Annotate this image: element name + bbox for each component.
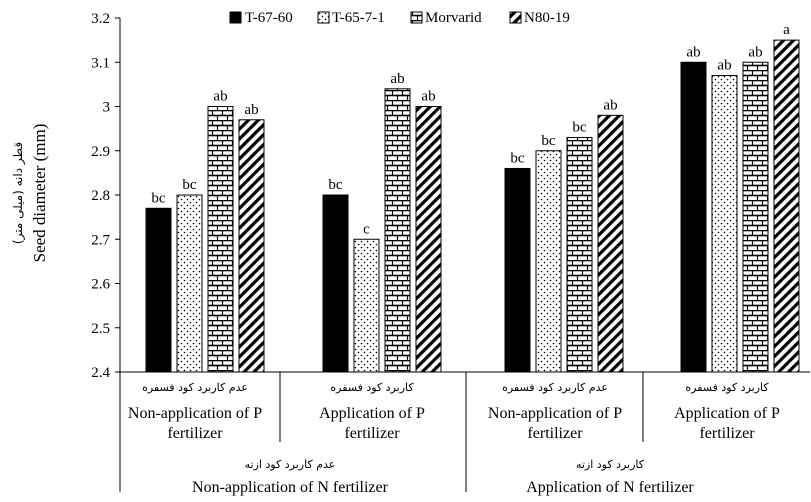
legend-item-t-65-7-1: T-65-7-1 (317, 10, 385, 26)
p-level-label: fertilizer (527, 425, 583, 442)
y-axis-title: Seed diameter (mm) (30, 124, 49, 263)
y-tick-label: 3.1 (91, 55, 110, 71)
bar-n80-19 (773, 39, 800, 373)
n-level-label-persian: عدم کاربرد کود ازته (245, 458, 336, 471)
legend-label: Morvarid (425, 10, 482, 26)
y-tick-label: 2.7 (91, 232, 110, 248)
y-tick-label: 2.9 (91, 144, 110, 160)
legend-swatch (317, 11, 330, 24)
n-level-label: Application of N fertilizer (526, 479, 694, 496)
legend-item-t-67-60: T-67-60 (229, 10, 293, 26)
p-level-label: fertilizer (699, 425, 755, 442)
p-level-label: Application of P (674, 405, 780, 422)
y-tick-label: 2.5 (91, 321, 110, 337)
bar-significance-label: bc (572, 119, 587, 135)
bar-n80-19 (238, 119, 265, 373)
bar-significance-label: ab (421, 89, 435, 105)
y-axis-title-persian: قطر دانه (میلی متر) (11, 142, 26, 244)
bar-t-65-7-1 (353, 238, 380, 373)
bar-t-67-60 (680, 61, 707, 373)
bar-n80-19 (415, 106, 442, 373)
bar-significance-label: ab (603, 97, 617, 113)
bar-t-65-7-1 (176, 194, 203, 373)
y-tick-label: 3 (103, 100, 111, 116)
bar-significance-label: bc (328, 177, 343, 193)
bar-significance-label: a (783, 22, 790, 38)
y-tick-label: 2.8 (91, 188, 110, 204)
p-level-label: Application of P (319, 405, 425, 422)
bar-significance-label: ab (717, 58, 731, 74)
p-level-label-persian: کاربرد کود فسفره (685, 381, 769, 394)
bar-morvarid (742, 61, 769, 373)
p-level-label-persian: کاربرد کود فسفره (330, 381, 414, 394)
p-level-label-persian: عدم کاربرد کود فسفره (502, 381, 608, 394)
bar-significance-label: c (363, 221, 370, 237)
bar-morvarid (207, 106, 234, 373)
bar-morvarid (384, 88, 411, 373)
bar-t-67-60 (322, 194, 349, 373)
bar-significance-label: ab (686, 44, 700, 60)
bar-t-65-7-1 (535, 150, 562, 373)
y-tick-label: 2.4 (91, 365, 110, 381)
p-level-label: Non-application of P (128, 405, 262, 422)
bar-t-67-60 (145, 207, 172, 373)
bar-significance-label: bc (541, 133, 556, 149)
bar-significance-label: ab (390, 71, 404, 87)
p-level-label: fertilizer (167, 425, 223, 442)
bar-t-67-60 (504, 167, 531, 373)
legend-swatch (509, 11, 522, 24)
y-tick-label: 2.6 (91, 277, 110, 293)
y-axis-ticks: 2.4 2.5 2.6 2.7 2.8 2.9 3 3.1 3.2 (91, 11, 120, 381)
bar-significance-label: ab (748, 44, 762, 60)
legend: T-67-60 T-65-7-1 Morvarid N80-19 (229, 10, 570, 26)
bar-t-65-7-1 (711, 75, 738, 373)
legend-item-morvarid: Morvarid (410, 10, 482, 26)
bar-n80-19 (597, 114, 624, 373)
bar-significance-label: ab (244, 102, 258, 118)
legend-item-n80-19: N80-19 (509, 10, 570, 26)
p-level-label-persian: عدم کاربرد کود فسفره (142, 381, 248, 394)
legend-label: T-65-7-1 (332, 10, 385, 26)
bar-significance-label: bc (182, 177, 197, 193)
legend-label: T-67-60 (245, 10, 293, 26)
n-level-label-persian: کاربرد کود ازته (576, 458, 645, 471)
n-level-label: Non-application of N fertilizer (192, 479, 389, 496)
bar-significance-label: ab (213, 89, 227, 105)
legend-label: N80-19 (524, 10, 570, 26)
p-level-label: fertilizer (344, 425, 400, 442)
y-tick-label: 3.2 (91, 11, 110, 27)
legend-swatch (410, 11, 423, 24)
bar-significance-label: bc (510, 150, 525, 166)
legend-swatch (229, 11, 242, 24)
bar-morvarid (566, 136, 593, 373)
x-axis-categories: عدم کاربرد کود فسفره Non-application of P… (119, 372, 780, 496)
p-level-label: Non-application of P (488, 405, 622, 422)
bar-significance-label: bc (151, 190, 166, 206)
